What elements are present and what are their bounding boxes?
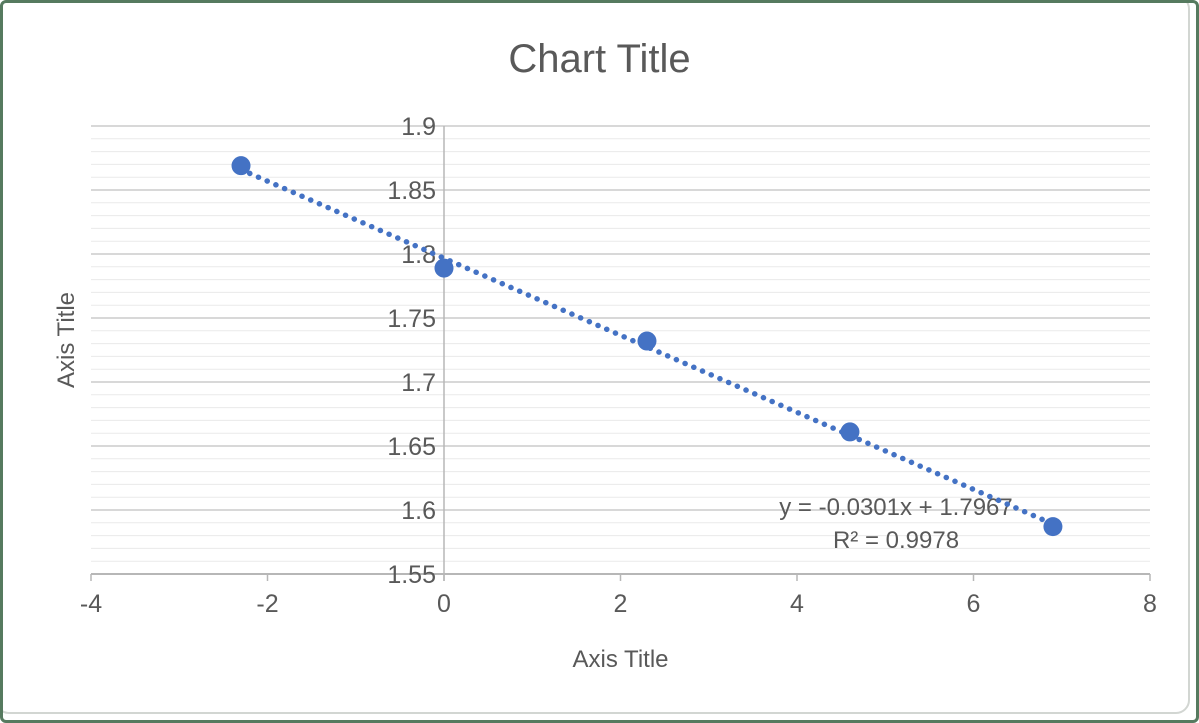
x-axis-title[interactable]: Axis Title [572,646,669,673]
x-tick-label: -2 [256,590,278,618]
plot-area: -4 -2 0 2 4 6 8 1.55 1.6 1.65 1.7 1.75 1.8 1.85 1.9 [80,113,1157,618]
y-tick-label: 1.7 [401,369,436,397]
y-tick-label: 1.65 [387,433,436,461]
y-tick-label: 1.6 [401,497,436,525]
x-tick-label: 8 [1143,590,1157,618]
trendline-equation-label[interactable]: y = -0.0301x + 1.7967 R² = 0.9978 [701,491,1091,557]
y-tick-label: 1.75 [387,305,436,333]
x-tick-label: 0 [437,590,451,618]
data-point[interactable] [1043,517,1063,537]
data-point[interactable] [434,258,454,278]
y-tick-label: 1.9 [401,113,436,141]
data-point[interactable] [231,156,251,176]
y-tick-label: 1.85 [387,177,436,205]
x-tick-label: 4 [790,590,804,618]
trendline[interactable] [238,166,1056,527]
trendline-r-squared: R² = 0.9978 [832,527,960,554]
x-tick-label: 6 [967,590,981,618]
chart-title[interactable]: Chart Title [508,37,691,81]
x-tick-label: -4 [80,590,102,618]
plot-data-layer [231,156,1063,537]
y-tick-label: 1.8 [401,241,436,269]
y-tick-label: 1.55 [387,561,436,589]
x-tick-label: 2 [614,590,628,618]
data-point[interactable] [637,331,657,351]
trendline-equation: y = -0.0301x + 1.7967 [779,494,1013,521]
y-axis-title[interactable]: Axis Title [53,291,80,389]
data-point[interactable] [840,422,860,442]
